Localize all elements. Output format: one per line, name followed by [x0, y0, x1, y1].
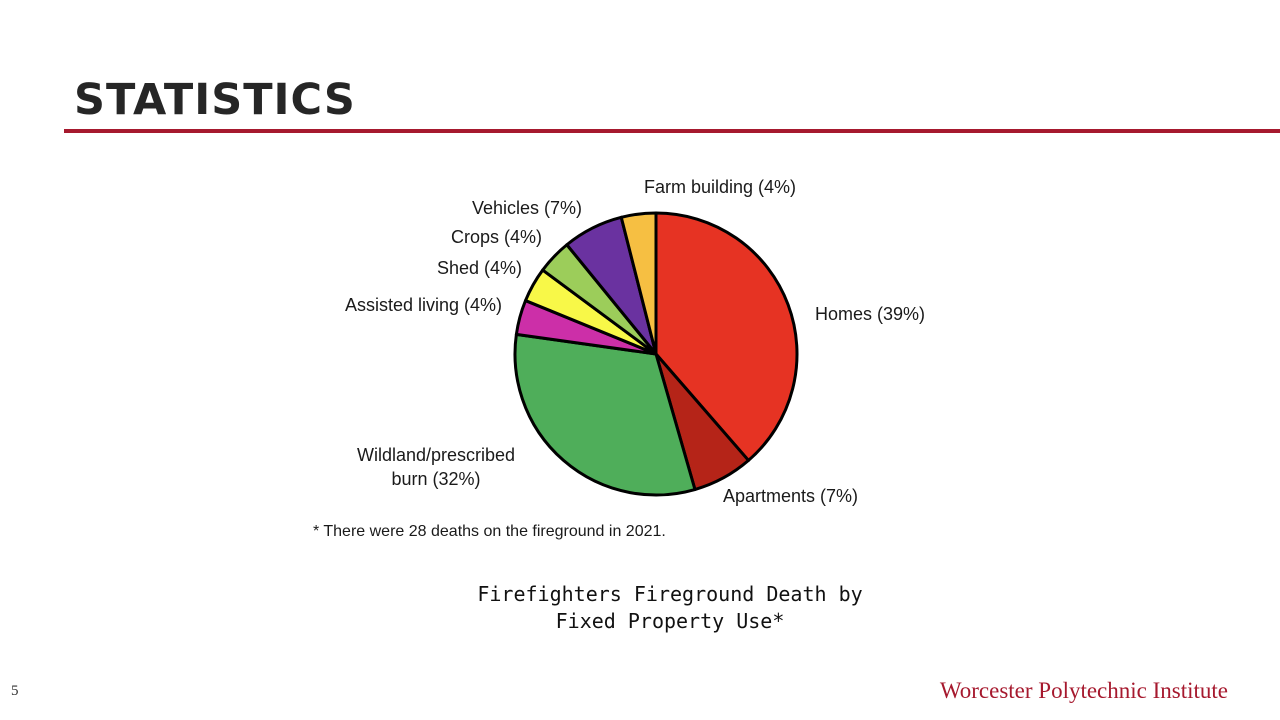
pie-labels: Homes (39%) Apartments (7%) Wildland/presc… [345, 177, 925, 506]
slice-label: Homes (39%) [815, 304, 925, 324]
slice-label: Crops (4%) [451, 227, 542, 247]
slice-label: Shed (4%) [437, 258, 522, 278]
slice-label: Apartments (7%) [723, 486, 858, 506]
pie-slices [513, 211, 799, 497]
page-number: 5 [11, 683, 19, 699]
slice-label: Vehicles (7%) [472, 198, 582, 218]
slice-label: Wildland/prescribed burn (32%) [357, 445, 515, 489]
slice-label: Farm building (4%) [644, 177, 796, 197]
slide-title: STATISTICS [74, 75, 356, 125]
title-divider [64, 129, 1280, 133]
caption-line-1: Firefighters Fireground Death by [477, 582, 863, 606]
chart-footnote: * There were 28 deaths on the fireground… [313, 523, 666, 540]
pie-slice [654, 211, 799, 462]
chart-caption: Firefighters Fireground Death by Fixed P… [420, 581, 920, 635]
pie-slice [513, 332, 697, 497]
caption-line-2: Fixed Property Use* [555, 609, 785, 633]
pie-slice [619, 211, 658, 356]
institution-name: Worcester Polytechnic Institute [939, 678, 1228, 703]
slice-label: Assisted living (4%) [345, 295, 502, 315]
